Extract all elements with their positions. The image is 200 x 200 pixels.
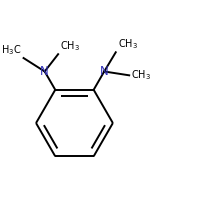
Text: CH$_3$: CH$_3$ (118, 38, 138, 51)
Text: N: N (40, 65, 49, 78)
Text: CH$_3$: CH$_3$ (131, 68, 151, 82)
Text: CH$_3$: CH$_3$ (60, 39, 80, 53)
Text: H$_3$C: H$_3$C (1, 43, 22, 57)
Text: N: N (100, 65, 109, 78)
